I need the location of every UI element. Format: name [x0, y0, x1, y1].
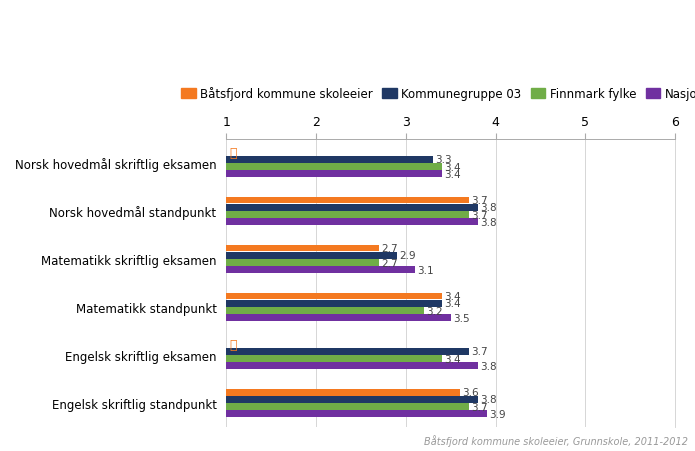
- Bar: [227, 245, 379, 252]
- Text: 3.2: 3.2: [427, 306, 443, 316]
- Text: ⓘ: ⓘ: [229, 146, 236, 159]
- Text: 3.8: 3.8: [480, 361, 497, 371]
- Text: 2.7: 2.7: [382, 258, 398, 268]
- Bar: [227, 315, 451, 322]
- Bar: [227, 348, 468, 355]
- Bar: [227, 164, 442, 170]
- Bar: [227, 212, 468, 218]
- Bar: [227, 363, 477, 369]
- Text: 3.6: 3.6: [462, 387, 479, 397]
- Bar: [227, 267, 415, 273]
- Text: 3.9: 3.9: [489, 409, 506, 419]
- Text: 3.3: 3.3: [436, 155, 452, 165]
- Bar: [227, 156, 433, 163]
- Text: 3.4: 3.4: [445, 162, 461, 172]
- Text: 3.1: 3.1: [418, 265, 434, 275]
- Bar: [227, 389, 460, 396]
- Bar: [227, 171, 442, 178]
- Text: 2.9: 2.9: [400, 251, 416, 261]
- Bar: [227, 293, 442, 300]
- Text: 3.4: 3.4: [445, 291, 461, 301]
- Bar: [227, 253, 397, 259]
- Text: 3.4: 3.4: [445, 299, 461, 308]
- Text: 3.7: 3.7: [471, 402, 488, 412]
- Text: 3.7: 3.7: [471, 210, 488, 220]
- Bar: [227, 260, 379, 266]
- Bar: [227, 300, 442, 307]
- Text: ⓘ: ⓘ: [229, 338, 236, 351]
- Text: 3.7: 3.7: [471, 196, 488, 206]
- Text: 3.4: 3.4: [445, 169, 461, 179]
- Bar: [227, 219, 477, 226]
- Text: 3.8: 3.8: [480, 217, 497, 227]
- Bar: [227, 355, 442, 362]
- Text: 2.7: 2.7: [382, 244, 398, 253]
- Text: 3.8: 3.8: [480, 203, 497, 213]
- Bar: [227, 198, 468, 204]
- Text: 3.8: 3.8: [480, 395, 497, 405]
- Text: 3.4: 3.4: [445, 354, 461, 364]
- Text: Båtsfjord kommune skoleeier, Grunnskole, 2011-2012: Båtsfjord kommune skoleeier, Grunnskole,…: [424, 435, 688, 446]
- Bar: [227, 204, 477, 211]
- Bar: [227, 396, 477, 403]
- Text: 3.5: 3.5: [453, 313, 470, 323]
- Bar: [227, 410, 486, 417]
- Bar: [227, 403, 468, 410]
- Text: 3.7: 3.7: [471, 346, 488, 357]
- Legend: Båtsfjord kommune skoleeier, Kommunegruppe 03, Finnmark fylke, Nasjonalt: Båtsfjord kommune skoleeier, Kommunegrup…: [177, 82, 695, 106]
- Bar: [227, 308, 424, 314]
